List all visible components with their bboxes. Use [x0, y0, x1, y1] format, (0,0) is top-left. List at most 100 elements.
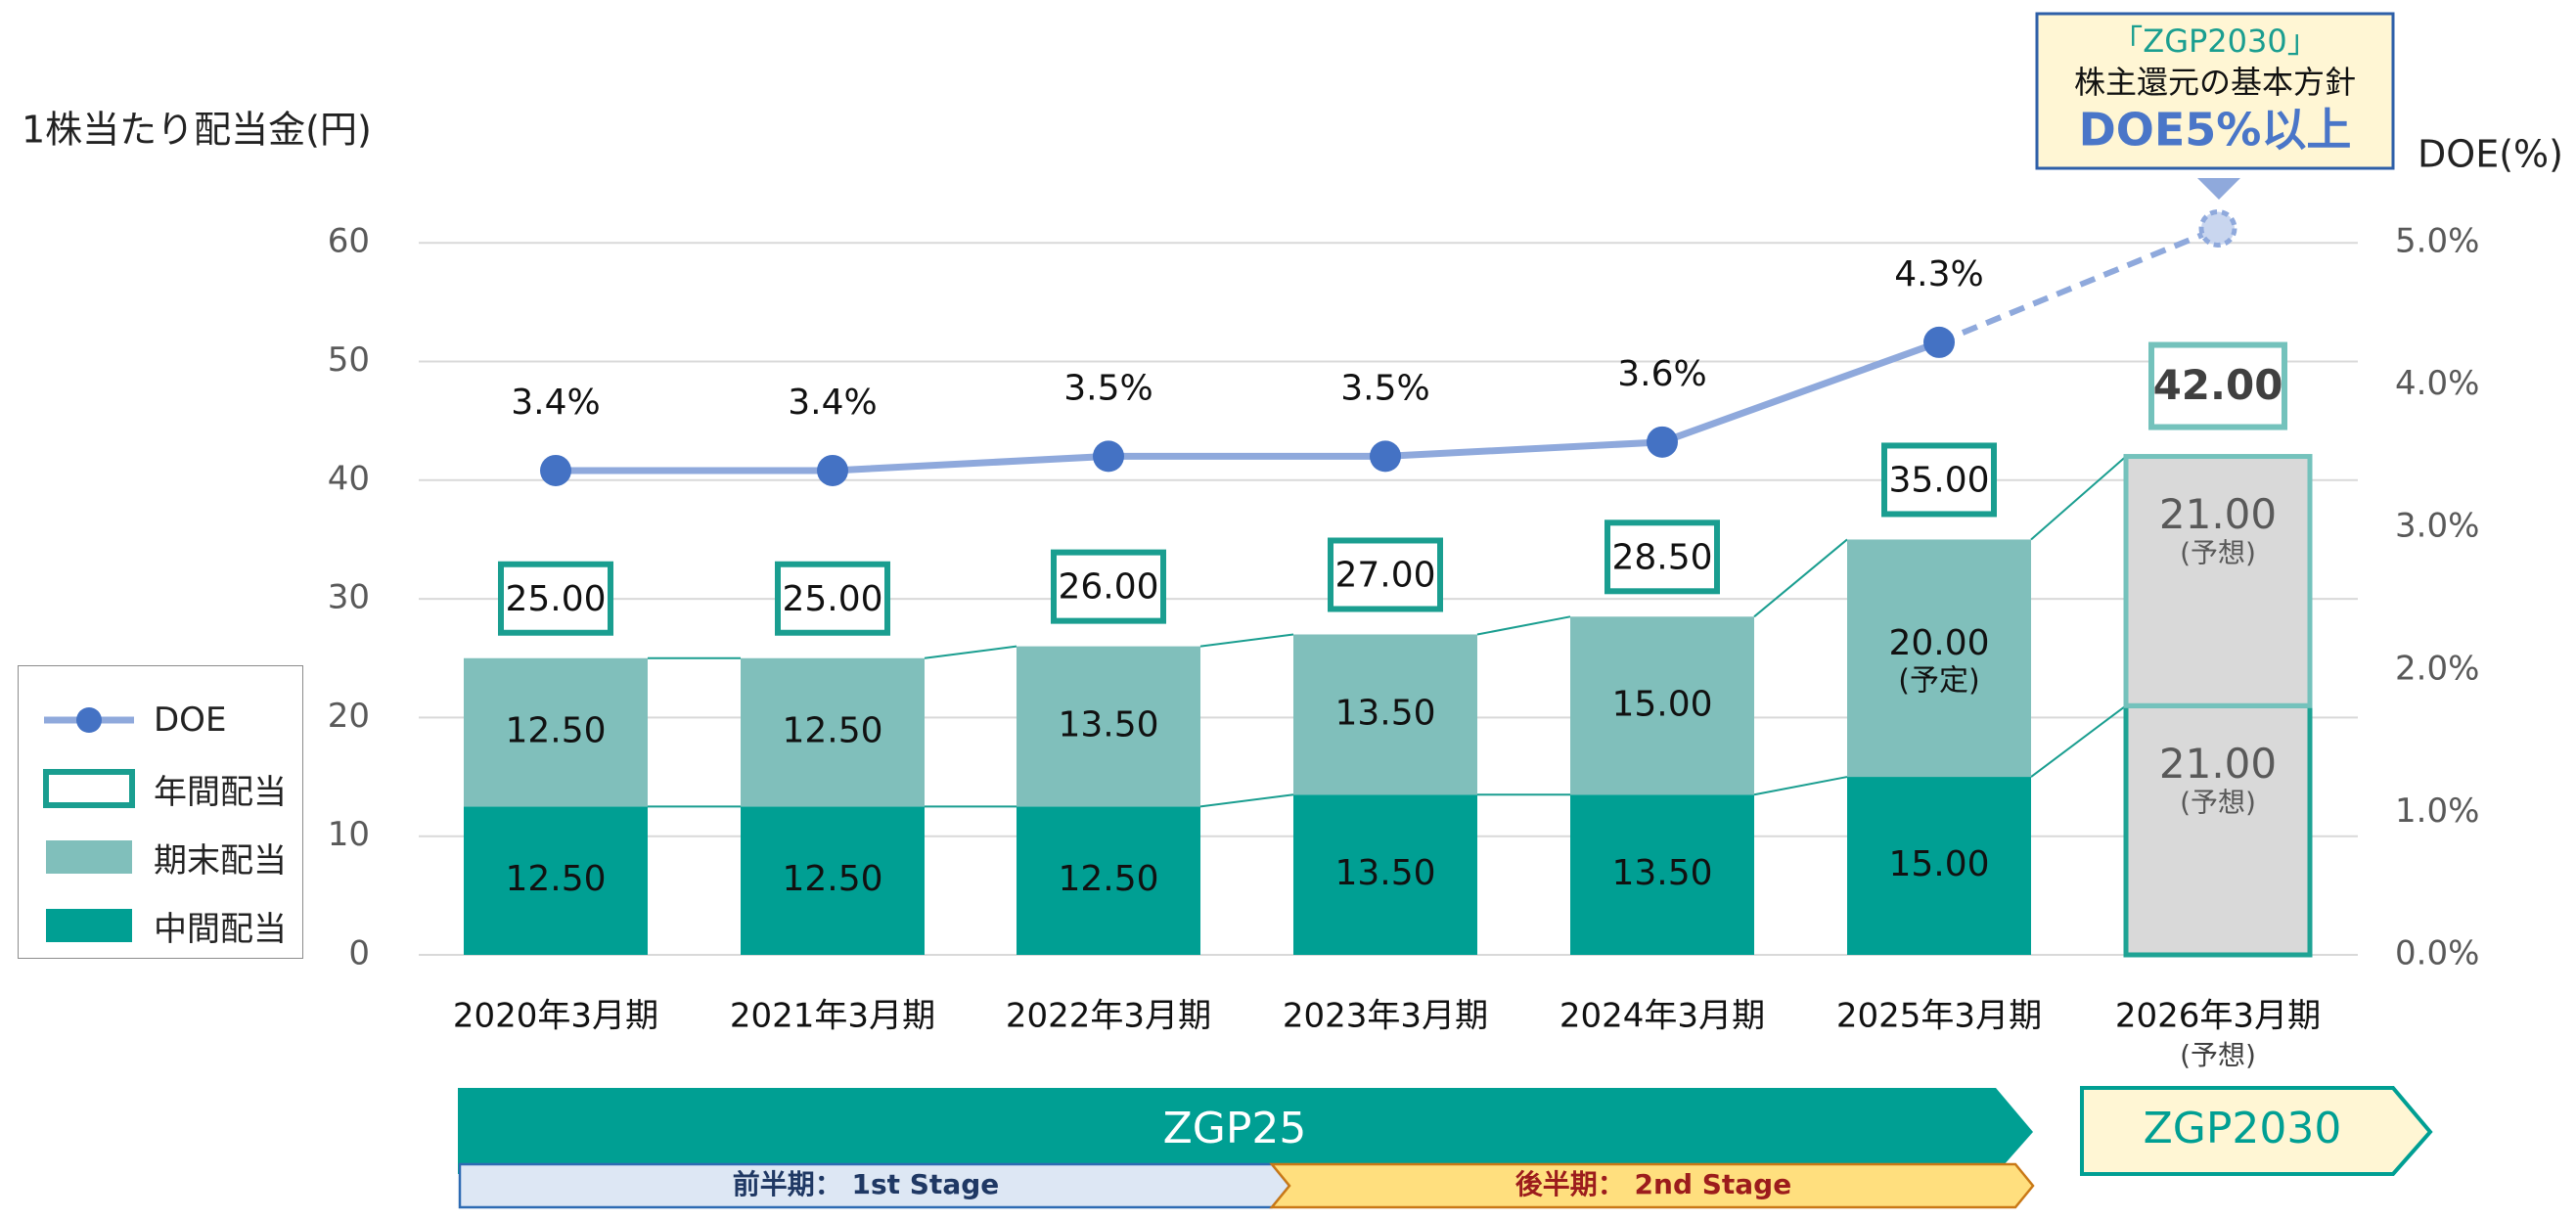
y-right-axis-title: DOE(%): [2418, 133, 2563, 176]
doe-label: 4.3%: [1894, 254, 1983, 294]
bar-interim-label: 13.50: [1611, 853, 1712, 893]
y-left-tick-label: 30: [328, 578, 370, 617]
legend-final-swatch: [46, 840, 132, 874]
annual-total-label: 42.00: [2153, 361, 2283, 409]
annual-total-label: 25.00: [782, 579, 882, 619]
doe-point: [540, 454, 571, 486]
bar-final-forecast: [2123, 454, 2313, 708]
doe-label: 3.4%: [788, 383, 877, 423]
x-axis-label: 2022年3月期: [1006, 997, 1211, 1036]
y-right-tick-label: 4.0%: [2395, 364, 2479, 403]
callout-line2: 株主還元の基本方針: [2074, 64, 2356, 101]
bar-final: [1017, 646, 1200, 807]
bar-interim-note: (予想): [2180, 786, 2256, 818]
bar-interim: [741, 806, 925, 955]
stage2-label: 後半期： 2nd Stage: [1515, 1168, 1791, 1200]
bar-interim: [1847, 777, 2031, 955]
callout-line3: DOE5%以上: [2079, 104, 2352, 157]
x-axis-label: 2025年3月期: [1836, 997, 2042, 1036]
bar-interim-label: 15.00: [1888, 844, 1989, 884]
doe-point: [1093, 440, 1124, 473]
doe-line: [556, 339, 1941, 474]
legend-label-final: 期末配当: [154, 840, 287, 881]
stage1-label: 前半期： 1st Stage: [733, 1168, 1000, 1200]
bar-final: [464, 657, 648, 807]
bar-interim: [464, 806, 648, 955]
total-connector: [1753, 538, 1848, 618]
y-left-axis-title: 1株当たり配当金(円): [22, 109, 372, 152]
doe-point: [817, 454, 848, 486]
chart-legend: DOE 年間配当 期末配当 中間配当: [18, 665, 303, 959]
stage2-bar: [1269, 1162, 2035, 1209]
legend-label-annual: 年間配当: [154, 772, 287, 812]
y-left-tick-label: 60: [328, 222, 370, 261]
doe-point: [1647, 426, 1678, 458]
doe-point: [1370, 440, 1401, 473]
bar-interim: [1017, 806, 1200, 955]
total-connector: [1199, 633, 1294, 648]
annual-total-label: 26.00: [1058, 567, 1158, 608]
bar-interim: [1293, 794, 1477, 955]
zgp2030-label: ZGP2030: [2144, 1104, 2342, 1153]
annual-total-box: [1881, 442, 1997, 518]
doe-label: 3.6%: [1617, 354, 1706, 394]
x-axis-label: 2020年3月期: [453, 997, 658, 1036]
y-right-tick-label: 0.0%: [2395, 934, 2479, 973]
bar-interim-label: 12.50: [1058, 859, 1158, 899]
interim-connector: [1753, 776, 1848, 796]
total-connector: [924, 645, 1017, 659]
legend-annual-swatch: [43, 769, 135, 808]
interim-connector: [2030, 704, 2127, 778]
legend-label-doe: DOE: [154, 700, 227, 740]
doe-label: 3.5%: [1063, 368, 1152, 408]
y-right-tick-label: 5.0%: [2395, 222, 2479, 261]
x-axis-label: 2021年3月期: [730, 997, 935, 1036]
legend-doe-swatch: [44, 707, 134, 733]
y-left-tick-label: 50: [328, 340, 370, 380]
callout-line1: 「ZGP2030」: [2111, 23, 2318, 60]
doe-label: 3.4%: [511, 383, 600, 423]
bar-final-label: 20.00: [1888, 623, 1989, 663]
annual-total-box: [775, 561, 890, 636]
bar-interim-label: 12.50: [782, 859, 882, 899]
annual-total-label: 28.50: [1611, 537, 1712, 577]
bar-final-label: 13.50: [1334, 693, 1435, 733]
bar-final-label: 21.00: [2159, 490, 2277, 538]
bar-final-note: (予想): [2180, 537, 2256, 569]
zgp2030-arrow: [2080, 1086, 2433, 1176]
callout-box: [2035, 12, 2395, 170]
y-left-tick-label: 40: [328, 459, 370, 498]
y-right-tick-label: 2.0%: [2395, 649, 2479, 688]
annual-total-box: [1328, 537, 1443, 612]
x-axis-label: 2026年3月期: [2115, 997, 2321, 1036]
annual-total-box: [1604, 520, 1720, 595]
y-left-tick-label: 10: [328, 815, 370, 854]
y-left-tick-label: 0: [348, 934, 370, 973]
legend-label-interim: 中間配当: [154, 909, 287, 949]
bar-final-label: 12.50: [782, 711, 882, 751]
annual-total-label: 25.00: [505, 579, 606, 619]
total-connector: [1476, 615, 1571, 636]
callout-pointer: [2197, 178, 2240, 200]
bar-final: [1293, 634, 1477, 795]
bar-final: [741, 657, 925, 807]
x-axis-label: 2024年3月期: [1559, 997, 1765, 1036]
annual-total-label: 27.00: [1334, 555, 1435, 595]
doe-point: [1923, 326, 1955, 358]
zgp25-label: ZGP25: [1163, 1104, 1307, 1153]
bar-final-label: 13.50: [1058, 704, 1158, 745]
doe-label: 3.5%: [1340, 368, 1429, 408]
bar-interim: [1570, 794, 1754, 955]
total-connector: [2030, 455, 2127, 541]
bar-interim-label: 13.50: [1334, 853, 1435, 893]
bar-final-label: 12.50: [505, 711, 606, 751]
y-right-tick-label: 1.0%: [2395, 791, 2479, 831]
bar-interim-label: 12.50: [505, 859, 606, 899]
bar-final-label: 15.00: [1611, 684, 1712, 724]
bar-final-note: (予定): [1898, 663, 1979, 698]
x-axis-note: (予想): [2180, 1039, 2256, 1071]
annual-total-box: [1051, 549, 1166, 624]
annual-total-box: [498, 561, 613, 636]
